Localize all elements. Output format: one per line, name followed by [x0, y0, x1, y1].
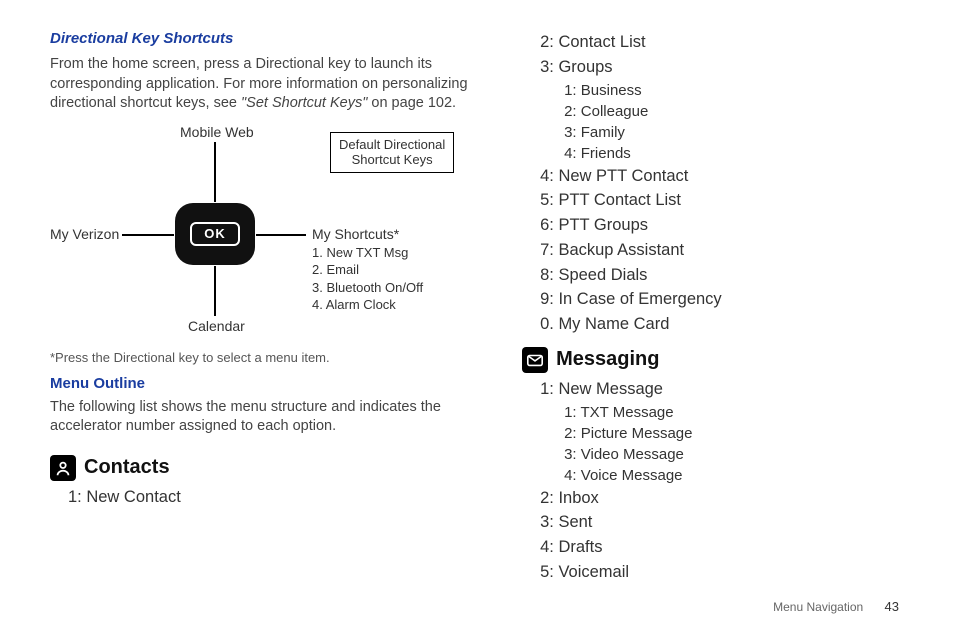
dir-right-label: My Shortcuts*	[312, 226, 399, 242]
groups-sub-3: 3: Family	[522, 122, 904, 143]
newmsg-sub-2: 2: Picture Message	[522, 423, 904, 444]
menu-outline-text: The following list shows the menu struct…	[50, 398, 472, 437]
groups-sub-1: 1: Business	[522, 80, 904, 101]
ok-label: OK	[190, 222, 240, 246]
heading-menu-outline: Menu Outline	[50, 375, 472, 392]
shortcut-1: 1. New TXT Msg	[312, 244, 423, 262]
contacts-title: Contacts	[84, 456, 170, 479]
contacts-item-2: 2: Contact List	[522, 30, 904, 55]
messaging-icon	[522, 347, 548, 373]
dir-left-line	[122, 234, 174, 236]
intro-text-b: on page 102.	[367, 95, 456, 111]
contacts-item-6: 6: PTT Groups	[522, 213, 904, 238]
contacts-icon	[50, 455, 76, 481]
messaging-item-5: 5: Voicemail	[522, 560, 904, 585]
ok-button: OK	[175, 203, 255, 265]
contacts-item-5: 5: PTT Contact List	[522, 188, 904, 213]
dir-top-label: Mobile Web	[180, 124, 254, 140]
shortcut-4: 4. Alarm Clock	[312, 296, 423, 314]
newmsg-sub-3: 3: Video Message	[522, 444, 904, 465]
dir-top-line	[214, 142, 216, 202]
contacts-item-0: 0. My Name Card	[522, 312, 904, 337]
contacts-item-9: 9: In Case of Emergency	[522, 287, 904, 312]
messaging-item-2: 2: Inbox	[522, 486, 904, 511]
page-footer: Menu Navigation 43	[773, 599, 899, 614]
messaging-item-3: 3: Sent	[522, 510, 904, 535]
diagram-footnote: *Press the Directional key to select a m…	[50, 350, 472, 365]
newmsg-sub-1: 1: TXT Message	[522, 402, 904, 423]
dir-left-label: My Verizon	[50, 226, 119, 242]
dir-right-line	[256, 234, 306, 236]
contacts-item-8: 8: Speed Dials	[522, 263, 904, 288]
newmsg-sub-4: 4: Voice Message	[522, 465, 904, 486]
heading-directional-shortcuts: Directional Key Shortcuts	[50, 30, 472, 47]
messaging-item-1: 1: New Message	[522, 377, 904, 402]
dir-bottom-label: Calendar	[188, 318, 245, 334]
default-box-line2: Shortcut Keys	[352, 152, 433, 167]
directional-key-diagram: OK Mobile Web Calendar My Verizon My Sho…	[50, 124, 472, 344]
default-shortcuts-box: Default Directional Shortcut Keys	[330, 132, 454, 173]
groups-sub-4: 4: Friends	[522, 143, 904, 164]
dir-bottom-line	[214, 266, 216, 316]
contacts-item-7: 7: Backup Assistant	[522, 238, 904, 263]
intro-ref: "Set Shortcut Keys"	[241, 95, 367, 111]
contacts-item-1: 1: New Contact	[50, 485, 472, 510]
contacts-section-head: Contacts	[50, 455, 472, 481]
shortcut-2: 2. Email	[312, 261, 423, 279]
shortcut-list: 1. New TXT Msg 2. Email 3. Bluetooth On/…	[312, 244, 423, 314]
contacts-item-4: 4: New PTT Contact	[522, 164, 904, 189]
messaging-item-4: 4: Drafts	[522, 535, 904, 560]
footer-label: Menu Navigation	[773, 600, 863, 614]
messaging-section-head: Messaging	[522, 347, 904, 373]
intro-paragraph: From the home screen, press a Directiona…	[50, 55, 472, 114]
groups-sub-2: 2: Colleague	[522, 101, 904, 122]
default-box-line1: Default Directional	[339, 137, 445, 152]
contacts-item-3: 3: Groups	[522, 55, 904, 80]
messaging-title: Messaging	[556, 348, 659, 371]
shortcut-3: 3. Bluetooth On/Off	[312, 279, 423, 297]
footer-page-number: 43	[885, 599, 899, 614]
